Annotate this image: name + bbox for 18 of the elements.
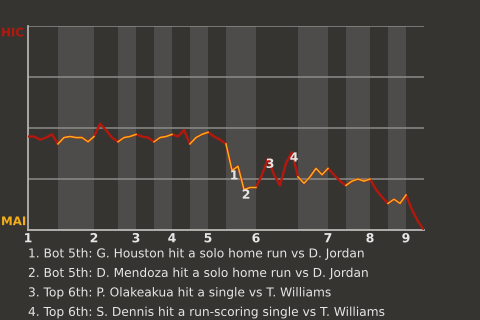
x-tick-label: 3	[132, 233, 140, 242]
x-tick-label: 1	[25, 233, 32, 242]
annotation: 3	[266, 158, 274, 168]
text: 3. Top 6th: P. Olakeakua hit a single vs T. Williams	[28, 287, 331, 299]
text: 2. Bot 5th: D. Mendoza hit a solo home run vs D. Jordan	[28, 268, 368, 280]
x-tick-label: 7	[324, 233, 332, 242]
text: MAI	[2, 216, 26, 226]
x-tick-label: 8	[366, 233, 374, 242]
annotation: 1	[231, 170, 238, 180]
annotation: 2	[242, 189, 250, 199]
x-tick-label: 5	[204, 233, 212, 242]
x-tick-label: 6	[252, 233, 260, 242]
x-tick-label: 2	[90, 233, 98, 242]
x-tick-label: 4	[168, 233, 176, 242]
text: 4. Top 6th: S. Dennis hit a run-scoring single vs T. Williams	[28, 306, 384, 318]
text: 1. Bot 5th: G. Houston hit a solo home run vs D. Jordan	[29, 248, 364, 260]
x-tick-label: 9	[402, 233, 410, 242]
text: HIC	[2, 28, 24, 37]
